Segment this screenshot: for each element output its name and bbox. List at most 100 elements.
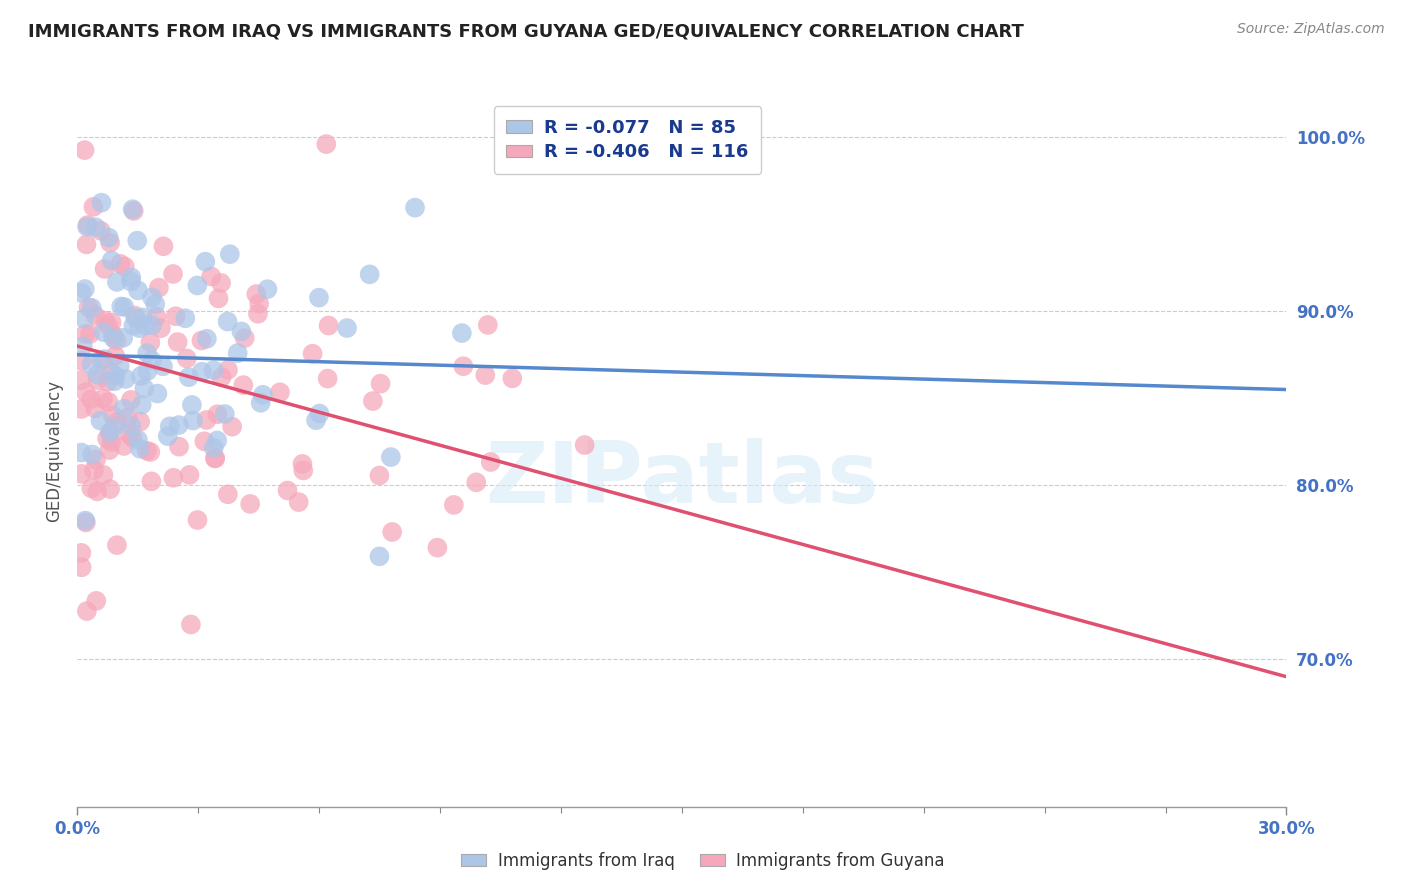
Point: [129, 415, 152, 429]
Y-axis label: GED/Equivalency: GED/Equivalency: [45, 379, 63, 522]
Point: [90, 353, 112, 368]
Legend: Immigrants from Iraq, Immigrants from Guyana: Immigrants from Iraq, Immigrants from Gu…: [454, 846, 952, 877]
Point: [134, 318, 156, 333]
Point: [70, 445, 93, 459]
Point: [453, 359, 475, 374]
Point: [112, 300, 135, 314]
Point: [82, 448, 104, 462]
Point: [195, 332, 218, 346]
Point: [73, 311, 96, 326]
Point: [90, 224, 112, 238]
Point: [159, 419, 181, 434]
Point: [477, 318, 499, 332]
Point: [292, 463, 315, 477]
Point: [167, 440, 190, 454]
Point: [101, 409, 124, 423]
Point: [97, 318, 120, 333]
Point: [98, 425, 121, 440]
Point: [186, 278, 208, 293]
Point: [218, 247, 240, 261]
Point: [152, 239, 174, 253]
Point: [124, 311, 146, 326]
Point: [131, 398, 153, 412]
Point: [73, 282, 96, 296]
Text: IMMIGRANTS FROM IRAQ VS IMMIGRANTS FROM GUYANA GED/EQUIVALENCY CORRELATION CHART: IMMIGRANTS FROM IRAQ VS IMMIGRANTS FROM …: [28, 22, 1024, 40]
Point: [114, 260, 136, 274]
Point: [96, 432, 118, 446]
Text: Source: ZipAtlas.com: Source: ZipAtlas.com: [1237, 22, 1385, 37]
Point: [136, 364, 159, 378]
Point: [368, 549, 391, 564]
Point: [479, 455, 502, 469]
Point: [86, 368, 108, 382]
Point: [127, 284, 149, 298]
Point: [166, 334, 188, 349]
Point: [134, 381, 156, 395]
Point: [103, 374, 125, 388]
Point: [148, 280, 170, 294]
Point: [287, 495, 309, 509]
Point: [132, 310, 155, 325]
Point: [127, 234, 149, 248]
Point: [93, 325, 115, 339]
Point: [70, 401, 93, 416]
Point: [110, 300, 132, 314]
Point: [114, 372, 136, 386]
Point: [574, 438, 596, 452]
Point: [141, 318, 163, 333]
Point: [245, 287, 267, 301]
Point: [105, 415, 128, 429]
Point: [174, 311, 197, 326]
Point: [112, 331, 135, 345]
Point: [195, 413, 218, 427]
Point: [100, 315, 122, 329]
Point: [93, 261, 115, 276]
Point: [97, 395, 120, 409]
Point: [370, 376, 392, 391]
Point: [103, 331, 125, 345]
Point: [180, 617, 202, 632]
Point: [93, 467, 115, 482]
Point: [117, 410, 139, 425]
Point: [77, 301, 100, 315]
Point: [120, 392, 142, 407]
Point: [176, 351, 198, 366]
Point: [501, 371, 523, 385]
Point: [167, 417, 190, 432]
Point: [120, 419, 142, 434]
Point: [149, 321, 172, 335]
Point: [80, 481, 103, 495]
Point: [139, 335, 162, 350]
Point: [120, 270, 142, 285]
Point: [121, 430, 143, 444]
Point: [162, 471, 184, 485]
Point: [76, 604, 98, 618]
Point: [70, 354, 93, 368]
Point: [76, 219, 98, 234]
Point: [217, 487, 239, 501]
Point: [404, 201, 426, 215]
Point: [359, 268, 381, 282]
Point: [465, 475, 488, 490]
Point: [97, 230, 120, 244]
Point: [93, 352, 115, 367]
Point: [204, 451, 226, 466]
Point: [152, 359, 174, 374]
Point: [86, 373, 108, 387]
Point: [80, 301, 103, 315]
Point: [231, 325, 253, 339]
Point: [104, 368, 127, 383]
Point: [75, 516, 97, 530]
Point: [474, 368, 496, 383]
Point: [86, 484, 108, 499]
Point: [145, 310, 167, 324]
Point: [381, 524, 404, 539]
Point: [112, 439, 135, 453]
Point: [141, 290, 163, 304]
Point: [205, 434, 228, 448]
Point: [103, 419, 125, 434]
Point: [128, 321, 150, 335]
Point: [83, 463, 105, 477]
Point: [136, 346, 159, 360]
Point: [277, 483, 299, 498]
